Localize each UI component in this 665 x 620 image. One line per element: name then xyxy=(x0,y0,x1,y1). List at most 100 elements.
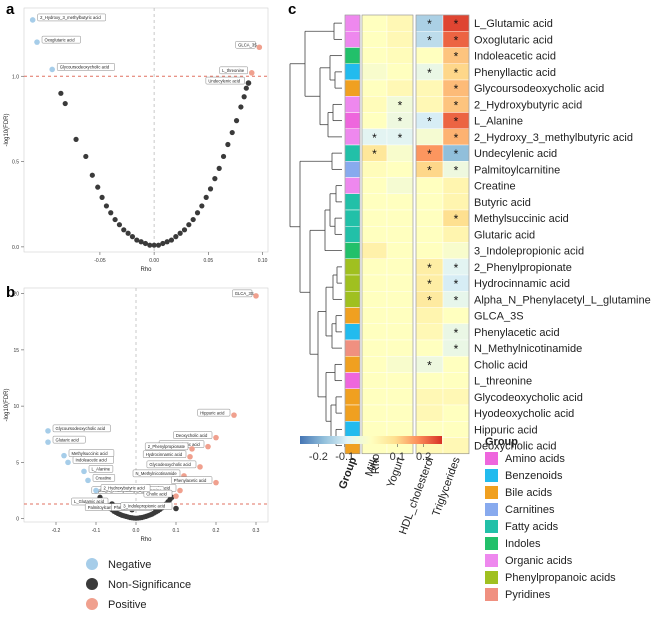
significance-star: * xyxy=(454,212,459,226)
data-point xyxy=(203,194,209,200)
heatmap-cell xyxy=(386,421,414,438)
row-label: Hydrocinnamic acid xyxy=(474,278,570,290)
point-label: Glycoursodeoxycholic acid xyxy=(56,426,106,431)
row-label: Alpha_N_Phenylacetyl_L_glutamine xyxy=(474,294,651,306)
point-label: Cholic acid xyxy=(146,491,167,496)
heatmap-cell xyxy=(361,274,388,292)
heatmap-cell xyxy=(415,372,444,389)
heatmap-cell xyxy=(361,388,388,406)
group-legend-label: Pyridines xyxy=(505,589,551,601)
point-label: Glutaric acid xyxy=(56,437,80,442)
heatmap-cell xyxy=(361,291,388,308)
data-point xyxy=(164,239,170,245)
group-cell xyxy=(344,31,361,48)
row-label: Palmitoylcarnitine xyxy=(474,164,560,176)
heatmap-cell xyxy=(415,193,444,211)
heatmap-cell xyxy=(361,242,388,259)
labeled-data-point xyxy=(93,487,99,494)
point-label-box xyxy=(52,435,86,444)
y-tick-label: 0.0 xyxy=(12,245,19,251)
group-legend-swatch xyxy=(485,452,498,465)
group-cell xyxy=(344,79,361,97)
panel-b-letter: b xyxy=(6,284,15,301)
lipid-block-frame xyxy=(415,14,470,455)
heatmap-cell xyxy=(386,356,414,373)
data-point xyxy=(62,100,68,107)
labeled-data-point xyxy=(65,459,71,466)
colorbar-tick-label: 0.1 xyxy=(390,451,405,463)
point-label: 2_Hydroxy_3_methylbutyric acid xyxy=(40,15,101,20)
row-label: L_threonine xyxy=(474,376,532,388)
heatmap-cell xyxy=(386,47,414,64)
colorbar-tick-label: -0.1 xyxy=(335,451,354,463)
group-legend-label: Indoles xyxy=(505,538,541,550)
point-label-box xyxy=(146,460,197,469)
data-point xyxy=(147,242,153,248)
significance-star: * xyxy=(427,293,432,307)
significance-star: * xyxy=(398,115,403,129)
data-point xyxy=(220,153,227,160)
point-label-box xyxy=(232,289,253,298)
group-cell xyxy=(344,421,361,438)
point-label: GLCA_3S xyxy=(238,42,257,47)
group-legend-swatch xyxy=(485,537,498,550)
labeled-data-point xyxy=(45,439,51,445)
labeled-data-point xyxy=(213,479,219,486)
y-axis-label: -log10(FDR) xyxy=(4,113,10,146)
point-label: Indoleacetic acid xyxy=(76,458,108,463)
data-point xyxy=(194,210,201,216)
point-label-box xyxy=(171,476,213,484)
row-label: Glutaric acid xyxy=(474,229,535,241)
labeled-data-point xyxy=(231,412,237,418)
point-label: Undecylenic acid xyxy=(208,78,240,83)
row-label: Butyric acid xyxy=(474,197,531,209)
significance-star: * xyxy=(454,98,459,112)
heatmap-cell xyxy=(415,323,444,341)
group-cell xyxy=(344,404,361,422)
significance-star: * xyxy=(454,66,459,80)
heatmap-cell xyxy=(386,14,414,32)
legend-label: Positive xyxy=(108,599,147,611)
legend-marker xyxy=(86,598,98,610)
diet-block-frame xyxy=(361,14,414,455)
significance-star: * xyxy=(427,147,432,161)
group-legend-label: Benzenoids xyxy=(505,470,563,482)
significance-star: * xyxy=(454,50,459,64)
heatmap-cell xyxy=(386,404,414,422)
group-cell xyxy=(344,372,361,389)
significance-star: * xyxy=(454,277,459,291)
data-point xyxy=(138,239,144,245)
data-point xyxy=(58,90,64,96)
data-point xyxy=(99,194,105,200)
colorbar-bar xyxy=(300,436,442,444)
significance-legend: Negative Non-Significance Positive xyxy=(86,558,191,611)
heatmap-cell xyxy=(415,404,444,422)
point-label-box xyxy=(173,431,213,439)
heatmap-cell xyxy=(386,372,414,389)
data-point xyxy=(89,172,95,178)
significance-star: * xyxy=(454,326,459,340)
significance-star: * xyxy=(454,342,459,356)
heatmap-cell xyxy=(361,307,388,324)
group-cell xyxy=(344,96,361,113)
data-point xyxy=(216,165,222,171)
data-point xyxy=(207,186,214,192)
data-point xyxy=(241,94,247,100)
group-cell xyxy=(344,388,361,406)
row-dendrogram xyxy=(289,22,342,447)
row-label: Glycodeoxycholic acid xyxy=(474,392,583,404)
group-frame xyxy=(344,14,361,455)
group-legend-swatch xyxy=(485,486,498,499)
panel-a-letter: a xyxy=(6,1,15,18)
point-label-box xyxy=(41,35,81,44)
data-point xyxy=(121,227,127,233)
heatmap-cell xyxy=(442,193,470,211)
heatmap-cell xyxy=(361,177,388,194)
volcano-plot-a: -0.050.000.050.100.00.51.01.5Rho-log10(F… xyxy=(4,7,269,273)
significance-star: * xyxy=(398,131,403,145)
data-point xyxy=(103,203,110,209)
point-label: Deoxycholic acid xyxy=(176,433,208,438)
plot-frame xyxy=(23,7,269,253)
row-label: Creatine xyxy=(474,181,516,193)
group-legend-label: Organic acids xyxy=(505,555,573,567)
